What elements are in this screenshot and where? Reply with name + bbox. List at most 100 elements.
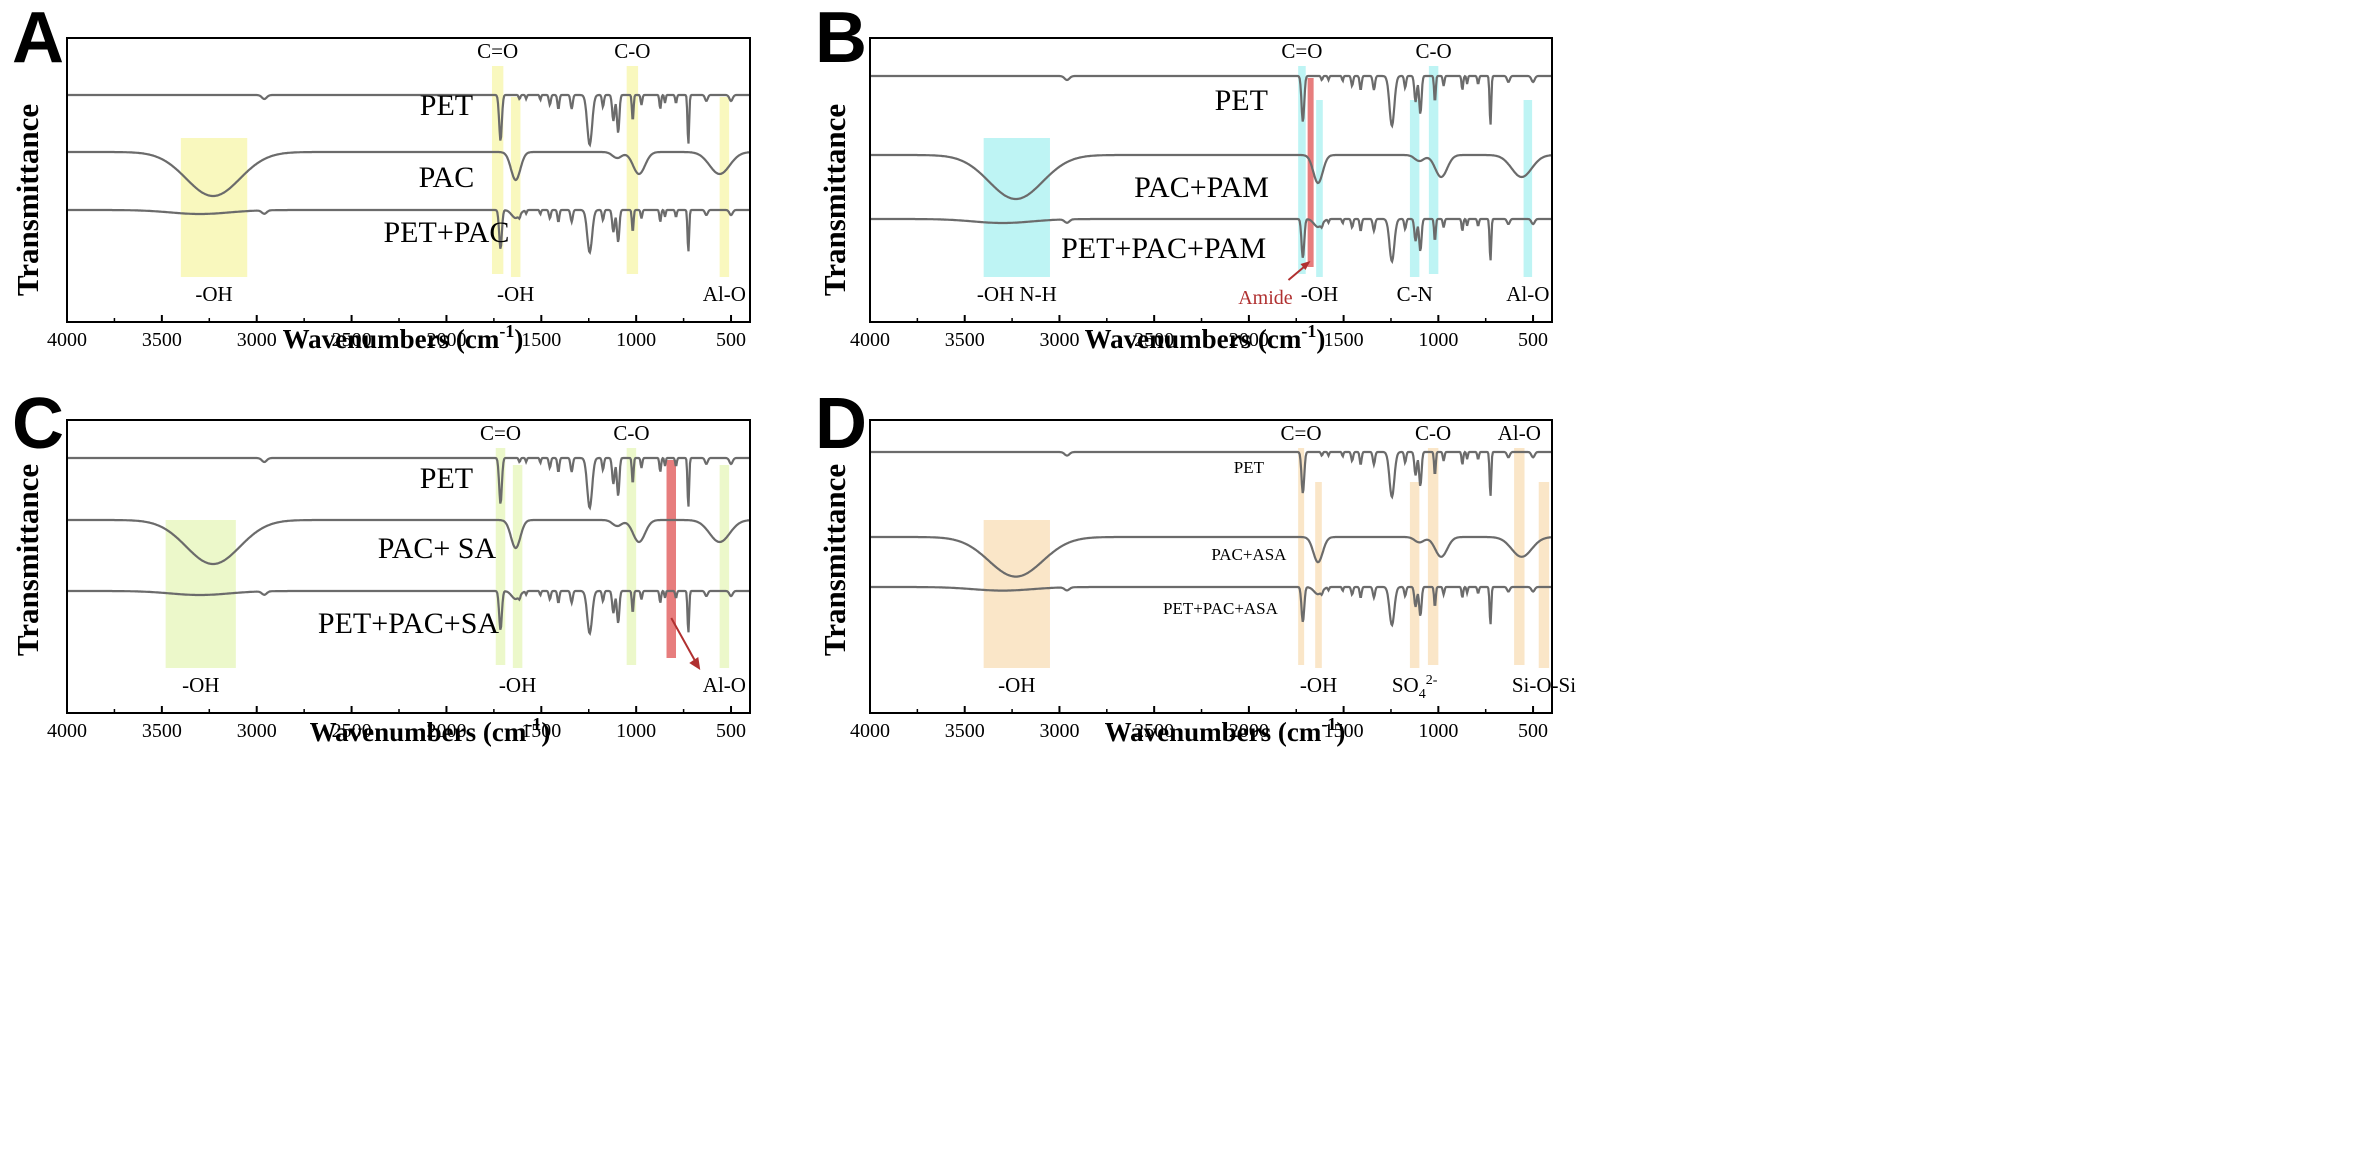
band-d-1 xyxy=(1298,448,1305,665)
x-tick-label-c-2: 3000 xyxy=(237,720,277,742)
amide-arrowhead xyxy=(1300,261,1311,270)
x-tick-label-d-6: 1000 xyxy=(1418,720,1458,742)
band-label-c-3: C-O xyxy=(613,421,649,445)
band-label-d-4: C-O xyxy=(1415,421,1451,445)
series-line-c-2 xyxy=(67,589,750,637)
x-tick-label-d-5: 1500 xyxy=(1324,720,1364,742)
series-label-c-0: PET xyxy=(420,462,473,495)
amide-label: Amide xyxy=(1238,287,1293,309)
band-b-2 xyxy=(1307,78,1314,267)
band-label-b-6: Al-O xyxy=(1506,282,1549,306)
series-line-a-2 xyxy=(67,208,750,256)
x-tick-label-b-0: 4000 xyxy=(850,329,890,351)
band-c-5 xyxy=(719,465,730,668)
series-line-d-0 xyxy=(870,450,1552,500)
series-label-b-0: PET xyxy=(1215,84,1268,117)
series-line-c-1 xyxy=(67,518,751,566)
x-tick-label-b-7: 500 xyxy=(1518,329,1548,351)
x-tick-label-b-5: 1500 xyxy=(1324,329,1364,351)
series-label-d-1: PAC+ASA xyxy=(1211,545,1287,564)
plot-frame-d xyxy=(869,419,1553,714)
plot-frame-c xyxy=(66,419,751,714)
band-b-6 xyxy=(1523,100,1533,277)
x-tick-label-a-3: 2500 xyxy=(332,329,372,351)
band-label-d-0: -OH xyxy=(998,673,1035,697)
series-label-c-1: PAC+ SA xyxy=(378,532,497,565)
series-label-d-0: PET xyxy=(1234,458,1265,477)
x-axis-label-c: Wavenumbers (cm-1) xyxy=(310,714,551,747)
band-label-d-6: Si-O-Si xyxy=(1512,673,1576,697)
x-tick-label-a-1: 3500 xyxy=(142,329,182,351)
x-tick-label-a-2: 3000 xyxy=(237,329,277,351)
band-label-d-5: Al-O xyxy=(1498,421,1541,445)
x-tick-label-c-5: 1500 xyxy=(521,720,561,742)
band-b-4 xyxy=(1409,100,1420,277)
band-a-4 xyxy=(719,97,730,277)
x-tick-label-b-4: 2000 xyxy=(1229,329,1269,351)
x-tick-label-d-7: 500 xyxy=(1518,720,1548,742)
y-axis-label-c: Transmittance xyxy=(10,464,45,656)
band-b-1 xyxy=(1298,66,1306,274)
series-label-c-2: PET+PAC+SA xyxy=(318,607,499,640)
band-label-a-1: C=O xyxy=(477,39,518,63)
x-tick-label-a-5: 1500 xyxy=(521,329,561,351)
series-label-a-1: PAC xyxy=(419,161,475,194)
band-d-2 xyxy=(1315,482,1322,668)
series-label-a-0: PET xyxy=(420,89,473,122)
band-label-c-5: Al-O xyxy=(703,673,746,697)
series-label-d-2: PET+PAC+ASA xyxy=(1163,599,1279,618)
series-line-c-0 xyxy=(67,456,750,511)
x-tick-label-d-3: 2500 xyxy=(1134,720,1174,742)
series-line-b-1 xyxy=(870,153,1553,201)
x-tick-label-b-2: 3000 xyxy=(1039,329,1079,351)
x-tick-label-a-4: 2000 xyxy=(426,329,466,351)
band-label-b-4: C-N xyxy=(1397,282,1433,306)
x-tick-label-a-7: 500 xyxy=(716,329,746,351)
x-axis-label-b: Wavenumbers (cm-1) xyxy=(1085,321,1326,354)
panel-c: -OH C=O -OH C-O Al-O PET PAC+ SA PET+PAC+SA 4000… xyxy=(10,384,751,747)
x-tick-label-c-0: 4000 xyxy=(47,720,87,742)
x-tick-label-d-1: 3500 xyxy=(945,720,985,742)
series-label-b-2: PET+PAC+PAM xyxy=(1061,232,1266,265)
band-label-b-1: C=O xyxy=(1281,39,1322,63)
band-d-0 xyxy=(983,520,1050,668)
band-label-a-2: -OH xyxy=(497,282,534,306)
series-line-d-1 xyxy=(870,535,1553,578)
panel-letter-b: B xyxy=(815,0,867,78)
x-tick-label-d-2: 3000 xyxy=(1039,720,1079,742)
band-label-c-1: C=O xyxy=(480,421,521,445)
x-tick-label-a-0: 4000 xyxy=(47,329,87,351)
series-line-b-0 xyxy=(870,74,1552,129)
x-tick-label-c-4: 2000 xyxy=(426,720,466,742)
panel-a: -OH C=O -OH C-O Al-O PET PAC PET+PAC 4000 3500 300… xyxy=(10,0,751,354)
panel-letter-a: A xyxy=(12,0,64,78)
band-a-0 xyxy=(180,138,248,277)
band-b-5 xyxy=(1428,66,1439,274)
band-label-a-3: C-O xyxy=(614,39,650,63)
x-tick-label-d-0: 4000 xyxy=(850,720,890,742)
band-d-6 xyxy=(1538,482,1550,668)
band-b-3 xyxy=(1316,100,1323,277)
x-tick-label-c-3: 2500 xyxy=(332,720,372,742)
panel-b: -OH N-H C=O -OH C-N C-O Al-O PET PAC+PAM PET+PAC… xyxy=(815,0,1553,354)
band-b-0 xyxy=(983,138,1050,277)
band-label-d-3: SO42- xyxy=(1392,673,1438,702)
red-band-arrowhead xyxy=(689,657,701,670)
y-axis-label-a: Transmittance xyxy=(10,104,45,296)
band-label-c-0: -OH xyxy=(182,673,219,697)
x-tick-label-b-3: 2500 xyxy=(1134,329,1174,351)
band-label-b-0: -OH N-H xyxy=(977,282,1057,306)
band-label-b-5: C-O xyxy=(1416,39,1452,63)
band-label-b-3: -OH xyxy=(1301,282,1338,306)
x-tick-label-d-4: 2000 xyxy=(1229,720,1269,742)
band-label-a-0: -OH xyxy=(195,282,232,306)
series-line-a-1 xyxy=(67,150,751,198)
panel-letter-d: D xyxy=(815,384,867,464)
x-tick-label-c-6: 1000 xyxy=(616,720,656,742)
band-a-2 xyxy=(510,97,521,277)
band-label-d-2: -OH xyxy=(1300,673,1337,697)
series-line-b-2 xyxy=(870,217,1552,265)
y-axis-label-b: Transmittance xyxy=(817,104,852,296)
x-tick-label-c-1: 3500 xyxy=(142,720,182,742)
